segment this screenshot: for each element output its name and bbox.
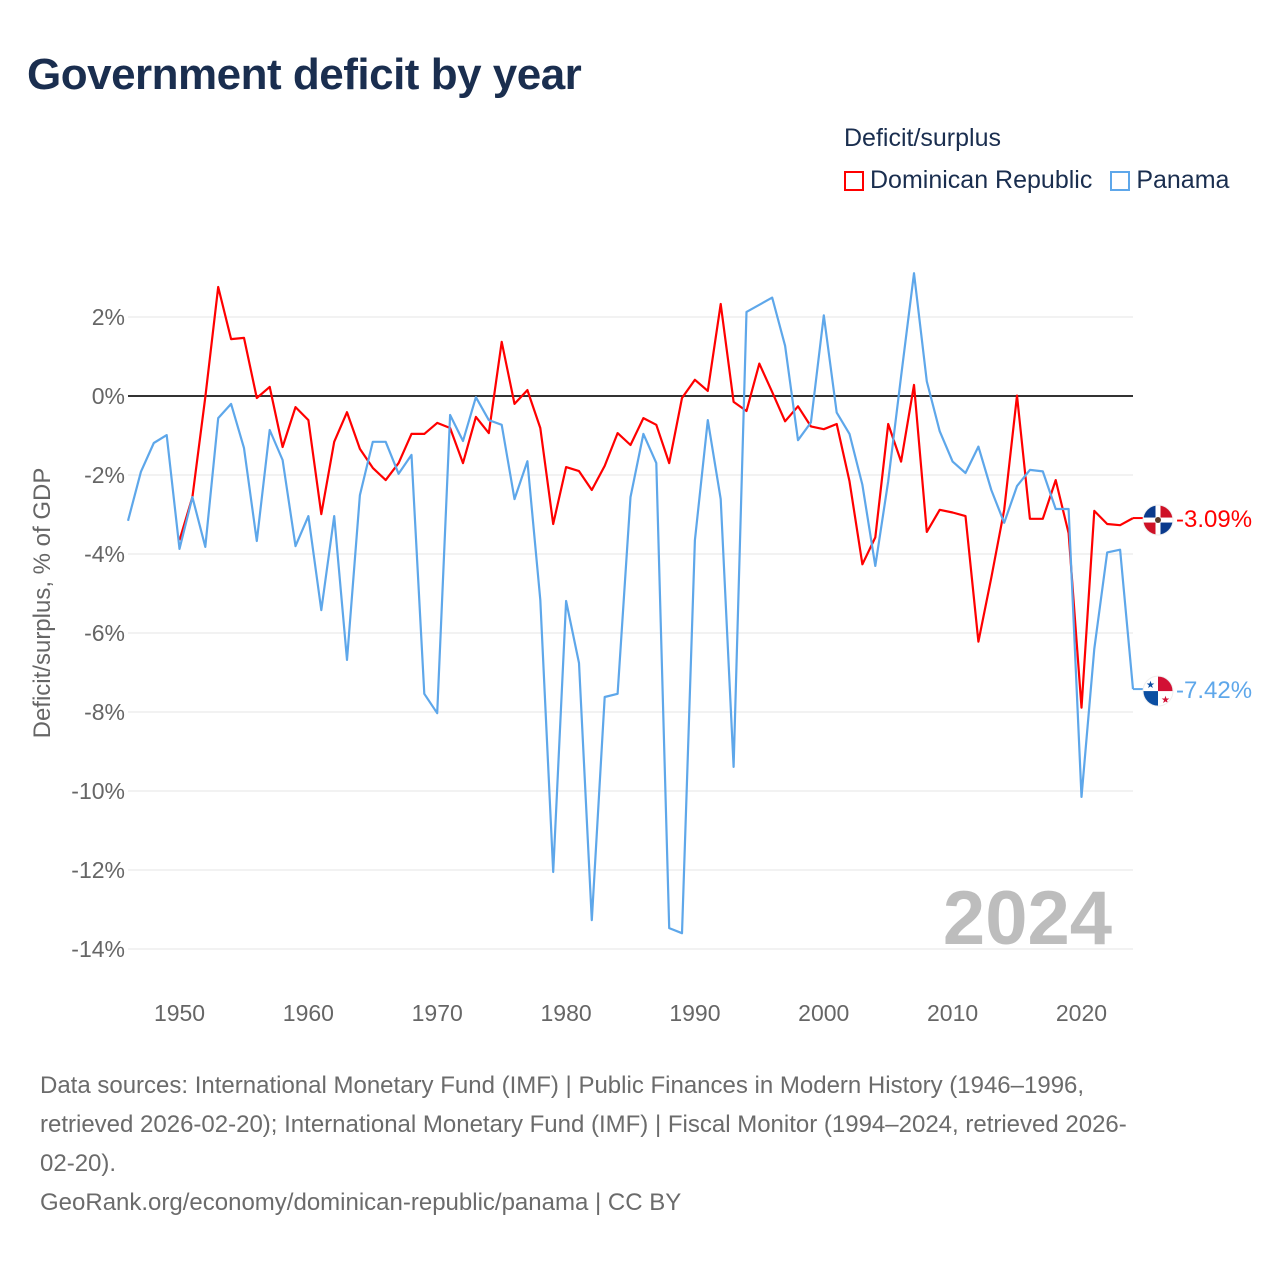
y-tick-label: -10% xyxy=(71,778,125,804)
legend-swatch-dominican-republic xyxy=(844,170,864,191)
x-axis-ticks: 1950 1960 1970 1980 1990 2000 2010 2020 xyxy=(154,1000,1107,1026)
x-tick-label: 1960 xyxy=(283,1000,334,1026)
end-value-label: -7.42% xyxy=(1176,677,1252,704)
legend: Dominican Republic Panama xyxy=(844,166,1229,195)
x-tick-label: 2020 xyxy=(1056,1000,1107,1026)
y-tick-label: -14% xyxy=(71,936,125,962)
y-tick-label: -4% xyxy=(84,541,125,567)
y-tick-label: -12% xyxy=(71,857,125,883)
y-tick-label: -6% xyxy=(84,620,125,646)
source-line: retrieved 2026-02-20); International Mon… xyxy=(40,1111,1127,1138)
end-value-label: -3.09% xyxy=(1176,506,1252,533)
credit-link[interactable]: GeoRank.org/economy/dominican-republic/p… xyxy=(40,1189,682,1216)
legend-item-dominican-republic[interactable]: Dominican Republic xyxy=(844,166,1092,195)
current-year-label: 2024 xyxy=(943,876,1112,961)
panama-flag-icon: ★★ xyxy=(1142,675,1174,707)
legend-item-panama[interactable]: Panama xyxy=(1110,166,1229,195)
end-labels: -3.09%★★ -7.42% xyxy=(1133,504,1252,707)
x-tick-label: 2010 xyxy=(927,1000,978,1026)
legend-title: Deficit/surplus xyxy=(844,124,1001,152)
footer: Data sources: International Monetary Fun… xyxy=(40,1066,1127,1222)
y-tick-label: 0% xyxy=(92,383,125,409)
source-line: Data sources: International Monetary Fun… xyxy=(40,1072,1085,1099)
svg-text:★: ★ xyxy=(1161,695,1170,706)
series-lines xyxy=(126,272,1135,935)
svg-text:★: ★ xyxy=(1146,680,1155,691)
x-tick-label: 1980 xyxy=(540,1000,591,1026)
y-tick-label: 2% xyxy=(92,304,125,330)
legend-label: Dominican Republic xyxy=(870,166,1093,194)
x-tick-label: 1970 xyxy=(412,1000,463,1026)
y-tick-label: -8% xyxy=(84,699,125,725)
series-line-panama[interactable] xyxy=(126,272,1135,935)
dominican-republic-flag-icon xyxy=(1142,504,1174,536)
y-tick-label: -2% xyxy=(84,462,125,488)
legend-label: Panama xyxy=(1136,166,1230,194)
legend-swatch-panama xyxy=(1110,170,1131,191)
x-tick-label: 1950 xyxy=(154,1000,205,1026)
chart-title: Government deficit by year xyxy=(27,50,582,99)
gridlines xyxy=(128,316,1133,950)
x-tick-label: 1990 xyxy=(669,1000,720,1026)
line-chart: 2% 0% -2% -4% -6% -8% -10% -12% -14% 1950 1960 197… xyxy=(29,272,1252,1026)
source-line: 02-20). xyxy=(40,1150,117,1177)
y-axis-label: Deficit/surplus, % of GDP xyxy=(29,468,56,739)
x-tick-label: 2000 xyxy=(798,1000,849,1026)
y-axis-ticks: 2% 0% -2% -4% -6% -8% -10% -12% -14% xyxy=(71,304,125,962)
series-line-dominican-republic[interactable] xyxy=(178,285,1134,709)
